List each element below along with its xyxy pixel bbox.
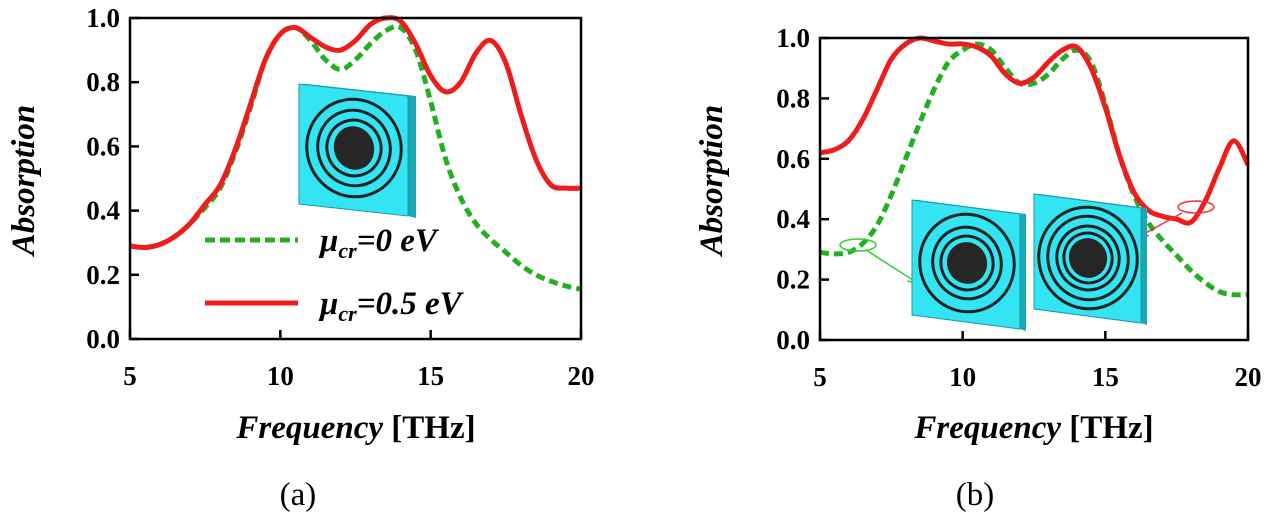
- y-tick-label: 0.0: [86, 324, 120, 354]
- legend-label-off: μcr=0 eV: [318, 223, 440, 263]
- y-tick-label: 0.6: [86, 131, 120, 161]
- x-tick-label: 20: [568, 361, 595, 391]
- chart-b-series: [819, 35, 1251, 298]
- legend-label-on: μcr=0.5 eV: [318, 286, 465, 326]
- y-tick-label: 0.0: [776, 325, 810, 355]
- y-tick-label: 0.8: [86, 67, 120, 97]
- callout-ellipse-on: [1177, 200, 1215, 214]
- y-tick-label: 0.2: [86, 260, 120, 290]
- chart-b-xlabel: Frequency [THz]: [913, 410, 1153, 446]
- chart-a-xlabel: Frequency [THz]: [235, 410, 475, 446]
- chart-b-ylabel: Absorption: [694, 105, 730, 257]
- chart-b-ticks: 0.0 0.2 0.4 0.6 0.8 1.0 5 10 15 20: [776, 23, 1261, 392]
- chart-panel-a: 0.0 0.2 0.4 0.6 0.8 1.0 5 10 15 20 μcr=0 eV μcr=0…: [6, 3, 595, 513]
- y-tick-label: 0.2: [776, 265, 810, 295]
- y-tick-label: 0.4: [86, 196, 120, 226]
- callout-ellipse-off: [839, 238, 877, 252]
- chart-a-legend: μcr=0 eV μcr=0.5 eV: [205, 223, 465, 326]
- y-tick-label: 1.0: [86, 3, 120, 33]
- x-tick-label: 5: [123, 361, 137, 391]
- chart-panel-b: 0.0 0.2 0.4 0.6 0.8 1.0 5 10 15 20: [694, 23, 1262, 513]
- series-line-off: [819, 41, 1249, 298]
- y-tick-label: 0.4: [776, 204, 810, 234]
- x-tick-label: 15: [417, 361, 444, 391]
- y-tick-label: 1.0: [776, 23, 810, 53]
- x-tick-label: 10: [949, 362, 976, 392]
- x-tick-label: 10: [267, 361, 294, 391]
- panel-label-a: (a): [280, 477, 317, 513]
- chart-a-ylabel: Absorption: [6, 105, 42, 257]
- x-tick-label: 5: [813, 362, 827, 392]
- chart-a-series: [129, 15, 582, 292]
- chart-a-ticks: 0.0 0.2 0.4 0.6 0.8 1.0 5 10 15 20: [86, 3, 594, 391]
- y-tick-label: 0.6: [776, 144, 810, 174]
- chart-a-frame: [128, 16, 583, 341]
- device-inset-on-icon: [1033, 193, 1147, 325]
- series-line-on: [819, 35, 1251, 226]
- device-inset-off-icon: [911, 199, 1026, 331]
- series-line-on: [129, 15, 582, 251]
- x-tick-label: 15: [1092, 362, 1119, 392]
- panel-label-b: (b): [956, 477, 994, 513]
- callout-arrow-off: [865, 249, 916, 282]
- device-inset-icon: [298, 83, 416, 218]
- x-tick-label: 20: [1235, 362, 1262, 392]
- chart-b-frame: [818, 36, 1250, 342]
- y-tick-label: 0.8: [776, 83, 810, 113]
